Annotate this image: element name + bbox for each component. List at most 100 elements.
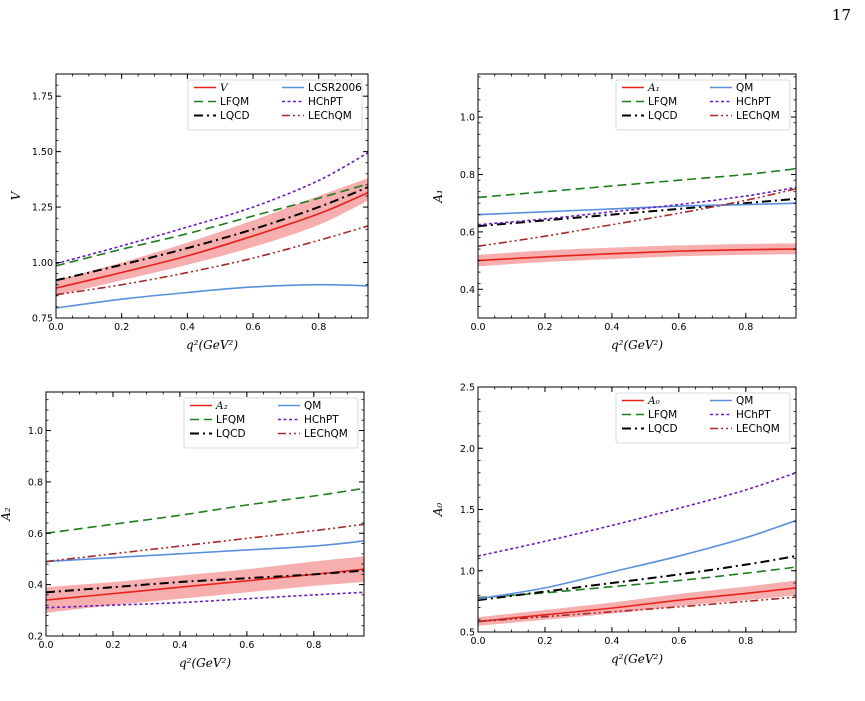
series-line-lfqm [56, 183, 368, 267]
panel-A1: 0.0 0.2 0.4 0.6 0.8 0.4 0.6 0.8 1.0 q²(GeV²) A₁ A₁ Q… [431, 73, 797, 352]
series-line-qm [478, 519, 796, 600]
uncertainty-band-A1 [478, 243, 796, 267]
y-axis-label-A1: A₁ [431, 189, 445, 203]
page-number: 17 [831, 6, 851, 24]
x-tick-label-V: 0.2 [114, 322, 129, 333]
y-tick-label-A1: 1.0 [460, 113, 475, 124]
series-line-qm [478, 202, 796, 216]
legend-A2: A₂ QM LFQM HChPT LQCD LEChQM [183, 397, 359, 449]
x-tick-label-A0: 0.0 [470, 636, 485, 647]
legend-label-a0: A₀ [647, 395, 661, 407]
y-axis-label-A0: A₀ [431, 503, 445, 518]
legend-label-hchpt: HChPT [736, 409, 771, 421]
legend-A0: A₀ QM LFQM HChPT LQCD LEChQM [615, 392, 791, 444]
legend-label-lqcd: LQCD [216, 428, 246, 440]
y-tick-label-A2: 0.8 [28, 477, 43, 488]
y-tick-label-A2: 0.6 [28, 529, 43, 540]
x-axis-label-A1: q²(GeV²) [611, 338, 663, 352]
x-tick-label-V: 0.0 [48, 322, 63, 333]
legend-label-qm: QM [736, 82, 753, 94]
legend-label-a1: A₁ [647, 82, 660, 94]
plot-area-A0 [478, 471, 796, 626]
x-tick-label-A1: 0.8 [738, 322, 753, 333]
legend-label-lqcd: LQCD [648, 110, 678, 122]
x-tick-label-A2: 0.4 [172, 640, 187, 651]
series-line-lechqm [46, 523, 364, 563]
x-axis-label-A0: q²(GeV²) [611, 652, 663, 666]
x-tick-label-V: 0.6 [245, 322, 260, 333]
series-line-qm [46, 540, 364, 563]
plot-area-A1 [478, 167, 796, 267]
series-line-lfqm [478, 167, 796, 199]
y-tick-label-A0: 1.0 [460, 566, 475, 577]
legend-label-lechqm: LEChQM [304, 428, 348, 440]
y-axis-label-V: V [9, 190, 23, 200]
legend-label-v: V [220, 82, 229, 94]
x-tick-label-A0: 0.6 [671, 636, 686, 647]
axes-frame-A2 [45, 391, 365, 637]
panel-V: 0.0 0.2 0.4 0.6 0.8 0.75 1.00 1.25 1.50 1.75 q²(Ge… [9, 73, 369, 352]
axes-frame-A1 [477, 73, 797, 319]
x-tick-label-V: 0.8 [311, 322, 326, 333]
legend-label-lechqm: LEChQM [736, 423, 780, 435]
series-line-hchpt [478, 471, 796, 557]
y-tick-label-A2: 0.4 [28, 580, 43, 591]
legend-label-a2: A₂ [215, 400, 228, 412]
series-line-lechqm [478, 596, 796, 623]
legend-label-qm: QM [736, 395, 753, 407]
x-tick-label-A0: 0.4 [604, 636, 619, 647]
y-tick-label-A1: 0.6 [460, 227, 475, 238]
legend-V: V LCSR2006 LFQM HChPT LQCD LEChQM [187, 79, 363, 131]
series-line-a0 [478, 587, 796, 623]
y-tick-label-A2: 1.0 [28, 426, 43, 437]
legend-label-hchpt: HChPT [308, 96, 343, 108]
x-tick-label-V: 0.4 [180, 322, 195, 333]
series-line-lqcd [46, 569, 364, 594]
x-tick-label-A1: 0.0 [470, 322, 485, 333]
y-tick-label-A0: 2.0 [460, 444, 475, 455]
legend-label-hchpt: HChPT [736, 96, 771, 108]
uncertainty-band-A0 [478, 580, 796, 626]
y-tick-label-V: 1.00 [32, 258, 53, 269]
legend-A1: A₁ QM LFQM HChPT LQCD LEChQM [615, 79, 791, 131]
y-tick-label-A1: 0.4 [460, 285, 475, 296]
series-line-v [56, 191, 368, 289]
y-tick-label-V: 1.75 [32, 92, 53, 103]
series-line-lqcd [56, 186, 368, 282]
series-line-lqcd [478, 197, 796, 228]
y-tick-label-V: 1.50 [32, 147, 53, 158]
x-tick-label-A2: 0.0 [38, 640, 53, 651]
series-line-lcsr2006 [56, 283, 368, 309]
series-line-a1 [478, 248, 796, 262]
x-tick-label-A1: 0.2 [537, 322, 552, 333]
y-tick-label-A0: 0.5 [460, 628, 475, 639]
plot-area-A2 [46, 487, 364, 613]
series-line-lqcd [478, 555, 796, 602]
legend-label-lfqm: LFQM [220, 96, 249, 108]
x-tick-label-A2: 0.2 [105, 640, 120, 651]
legend-label-lfqm: LFQM [648, 409, 677, 421]
legend-label-lqcd: LQCD [220, 110, 250, 122]
legend-label-qm: QM [304, 400, 321, 412]
legend-label-hchpt: HChPT [304, 414, 339, 426]
legend-label-lechqm: LEChQM [736, 110, 780, 122]
x-tick-label-A2: 0.8 [306, 640, 321, 651]
x-tick-label-A0: 0.8 [738, 636, 753, 647]
legend-label-lechqm: LEChQM [308, 110, 352, 122]
legend-label-lfqm: LFQM [216, 414, 245, 426]
x-axis-label-V: q²(GeV²) [186, 338, 238, 352]
series-line-hchpt [56, 152, 368, 265]
legend-label-lcsr2006: LCSR2006 [308, 82, 362, 94]
panel-A0: 0.0 0.2 0.4 0.6 0.8 0.5 1.0 1.5 2.0 2.5 q²(GeV²) A₀… [431, 383, 797, 666]
x-tick-label-A0: 0.2 [537, 636, 552, 647]
legend-label-lfqm: LFQM [648, 96, 677, 108]
x-tick-label-A1: 0.4 [604, 322, 619, 333]
y-tick-label-A0: 2.5 [460, 383, 475, 394]
y-tick-label-A0: 1.5 [460, 505, 475, 516]
y-tick-label-A1: 0.8 [460, 170, 475, 181]
legend-label-lqcd: LQCD [648, 423, 678, 435]
y-tick-label-V: 0.75 [32, 314, 53, 325]
panel-A2: 0.0 0.2 0.4 0.6 0.80.20.40.60.81.0q²(GeV²)A₂… [0, 391, 365, 670]
uncertainty-band-V [56, 178, 368, 296]
